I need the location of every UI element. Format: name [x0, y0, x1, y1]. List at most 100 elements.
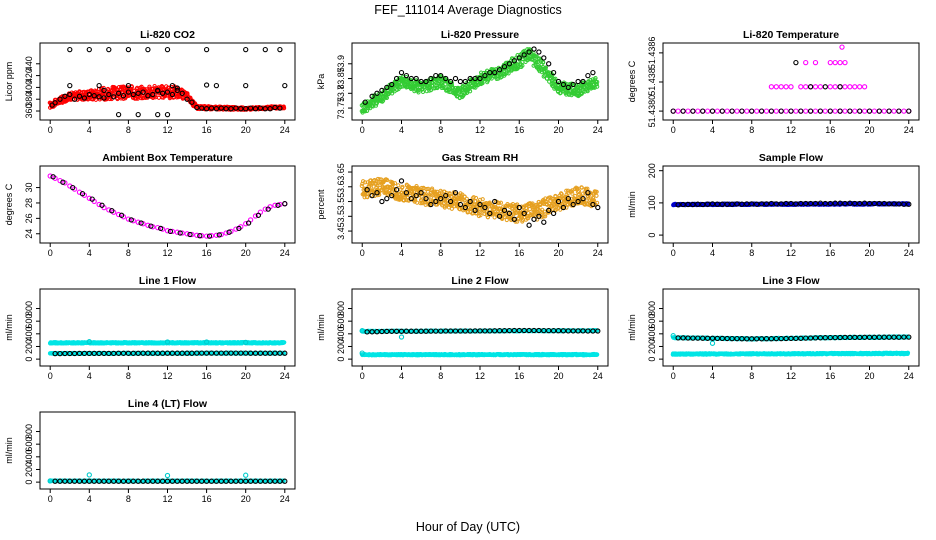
data-point [189, 99, 195, 105]
data-point [145, 93, 151, 99]
data-point [590, 69, 596, 76]
data-point [550, 69, 557, 76]
data-point [452, 75, 459, 82]
data-point [531, 216, 537, 222]
data-point [739, 201, 745, 207]
band-point [139, 96, 144, 101]
data-point [675, 108, 681, 114]
y-tick-label: 600 [24, 314, 34, 329]
data-point [832, 84, 838, 90]
x-tick-label: 0 [671, 125, 676, 135]
x-tick-label: 4 [710, 125, 715, 135]
x-tick-label: 16 [202, 248, 212, 258]
x-axis: 0 4 8 12 16 20 24 [48, 120, 290, 135]
band-point [540, 210, 545, 215]
x-tick-label: 12 [475, 248, 485, 258]
data-series [47, 173, 288, 239]
data-point [233, 105, 239, 111]
data-point [827, 84, 833, 90]
band-point [512, 210, 517, 215]
plot-frame [662, 42, 920, 121]
y-tick-label: 0 [24, 357, 34, 362]
data-point [496, 67, 503, 73]
data-point [680, 108, 686, 114]
data-point [541, 55, 547, 61]
plot-area [359, 176, 601, 228]
band-point [579, 185, 584, 190]
data-point [516, 204, 522, 211]
data-band [48, 340, 287, 346]
data-point [719, 201, 725, 207]
data-point [184, 231, 190, 237]
data-point [822, 84, 828, 90]
x-tick-label: 4 [399, 125, 404, 135]
plot-area [47, 46, 288, 118]
data-point [86, 91, 92, 98]
data-point [213, 82, 220, 89]
data-point [398, 178, 405, 184]
band-point [462, 194, 467, 199]
data-point [827, 108, 833, 114]
data-point [262, 46, 268, 53]
data-point [164, 46, 171, 53]
data-point [233, 350, 239, 356]
x-tick-label: 16 [202, 125, 212, 135]
data-point [389, 81, 395, 88]
y-axis-label: ml/min [4, 314, 14, 341]
data-series [362, 46, 596, 105]
data-point [115, 350, 122, 356]
x-tick-label: 16 [514, 248, 524, 258]
data-point [575, 78, 581, 85]
data-point [487, 210, 493, 217]
data-point [457, 78, 464, 85]
data-point [763, 201, 770, 207]
band-point [543, 214, 548, 219]
data-point [852, 200, 858, 207]
band-point [530, 201, 535, 206]
panel-title: Sample Flow [759, 152, 824, 164]
data-point [595, 204, 601, 211]
data-point [135, 111, 141, 118]
data-point [739, 108, 745, 114]
data-point [277, 105, 283, 111]
data-point [541, 219, 547, 225]
x-tick-label: 20 [864, 125, 874, 135]
data-point [506, 210, 513, 217]
y-tick-label: 360 [24, 104, 34, 119]
data-point [267, 350, 273, 356]
x-axis: 0 4 8 12 16 20 24 [360, 243, 603, 258]
band-point [400, 184, 405, 189]
band-point [101, 85, 106, 91]
y-tick-label: 200 [647, 163, 657, 178]
data-series [86, 339, 249, 346]
data-point [847, 108, 853, 114]
data-point [866, 108, 873, 114]
data-point [115, 211, 122, 218]
data-point [546, 61, 552, 67]
data-point [729, 201, 735, 207]
band-point [487, 200, 492, 205]
data-point [575, 198, 581, 205]
data-point [798, 84, 804, 90]
x-tick-label: 24 [904, 125, 914, 135]
data-point [184, 96, 190, 102]
data-point [861, 84, 868, 90]
data-point [852, 108, 858, 114]
band-point [147, 84, 152, 89]
data-point [245, 220, 252, 226]
data-point [749, 201, 755, 207]
data-point [555, 198, 562, 205]
data-point [798, 108, 804, 114]
data-point [60, 179, 66, 185]
plot-area [670, 44, 912, 114]
y-axis-label: percent [316, 189, 326, 220]
data-point [793, 108, 799, 114]
data-point [837, 59, 843, 66]
band-point [566, 188, 571, 193]
data-point [734, 201, 740, 207]
band-point [359, 183, 364, 188]
data-point [832, 108, 838, 114]
